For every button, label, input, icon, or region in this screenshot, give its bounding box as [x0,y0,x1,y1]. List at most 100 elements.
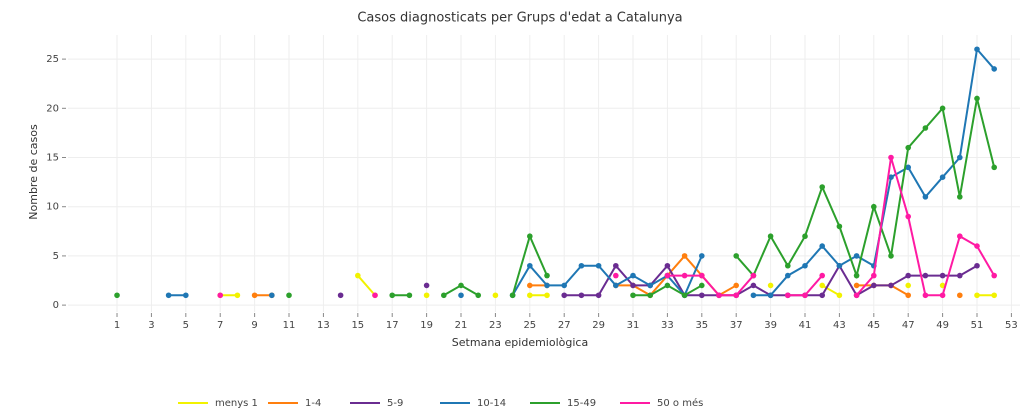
series-line [220,274,995,297]
chart-title: Casos diagnosticats per Grups d'edat a C… [357,11,682,26]
point [853,282,860,289]
point [647,282,654,289]
point [664,282,671,289]
point [389,292,396,299]
point [355,272,361,279]
point [991,292,998,299]
point [509,292,516,299]
point [957,194,963,200]
point [767,292,774,299]
point [853,253,860,259]
point [716,292,722,299]
point [595,262,602,269]
point [974,262,980,269]
point [939,282,946,289]
legend-label: 50 o més [657,397,703,409]
point [871,282,877,289]
point [957,292,963,299]
y-tick-label: 20 [46,103,59,114]
point [836,262,843,269]
point [905,164,912,171]
point [337,292,344,299]
series-line [168,47,995,298]
point [922,292,929,299]
point [561,292,568,299]
x-tick-label: 53 [1005,320,1018,331]
point [664,272,671,279]
x-tick-label: 11 [283,320,296,331]
x-tick-label: 41 [799,320,812,331]
point [785,292,791,299]
point [819,292,826,299]
point [561,282,568,289]
x-tick-label: 3 [148,320,154,331]
point [578,292,585,299]
x-tick-label: 33 [661,320,674,331]
point [681,253,688,259]
point [750,292,757,299]
x-tick-label: 13 [317,320,330,331]
point [939,272,946,279]
point [699,253,705,259]
point [905,282,912,289]
point [750,282,757,289]
point [905,144,912,151]
point [802,262,808,269]
point [664,262,671,269]
point [286,292,292,299]
legend-label: 10-14 [477,398,506,409]
point [251,292,258,299]
x-tick-label: 39 [764,320,777,331]
x-tick-label: 45 [867,320,880,331]
point [888,154,894,161]
point [492,292,499,299]
legend-label: 5-9 [387,398,403,409]
point [802,233,808,240]
point [630,282,636,289]
point [974,46,980,53]
point [613,262,619,269]
x-tick-label: 35 [695,320,708,331]
point [939,292,946,299]
x-tick-label: 23 [489,320,502,331]
point [991,66,998,72]
point [406,292,413,299]
point [527,292,533,299]
point [750,272,757,279]
point [613,272,619,279]
point [836,223,843,230]
point [939,105,946,112]
point [853,292,860,299]
point [922,272,929,279]
point [888,253,894,259]
point [905,213,912,220]
point [475,292,482,299]
point [819,272,826,279]
point [681,272,688,279]
point [853,272,860,279]
y-tick-label: 0 [53,300,59,311]
point [441,292,447,299]
point [991,164,998,171]
point [183,292,189,299]
point [681,292,688,299]
point [647,292,654,299]
point [733,253,740,259]
x-tick-label: 37 [730,320,743,331]
point [458,282,464,289]
point [819,282,826,289]
point [922,194,929,200]
point [991,272,998,279]
point [871,203,877,210]
point [974,95,980,102]
point [527,233,533,240]
legend-label: 1-4 [305,398,321,409]
x-tick-label: 51 [971,320,984,331]
x-tick-label: 15 [351,320,364,331]
point [527,282,533,289]
point [234,292,241,299]
x-tick-label: 5 [183,320,189,331]
x-tick-label: 47 [902,320,915,331]
y-axis-title: Nombre de casos [27,124,40,220]
